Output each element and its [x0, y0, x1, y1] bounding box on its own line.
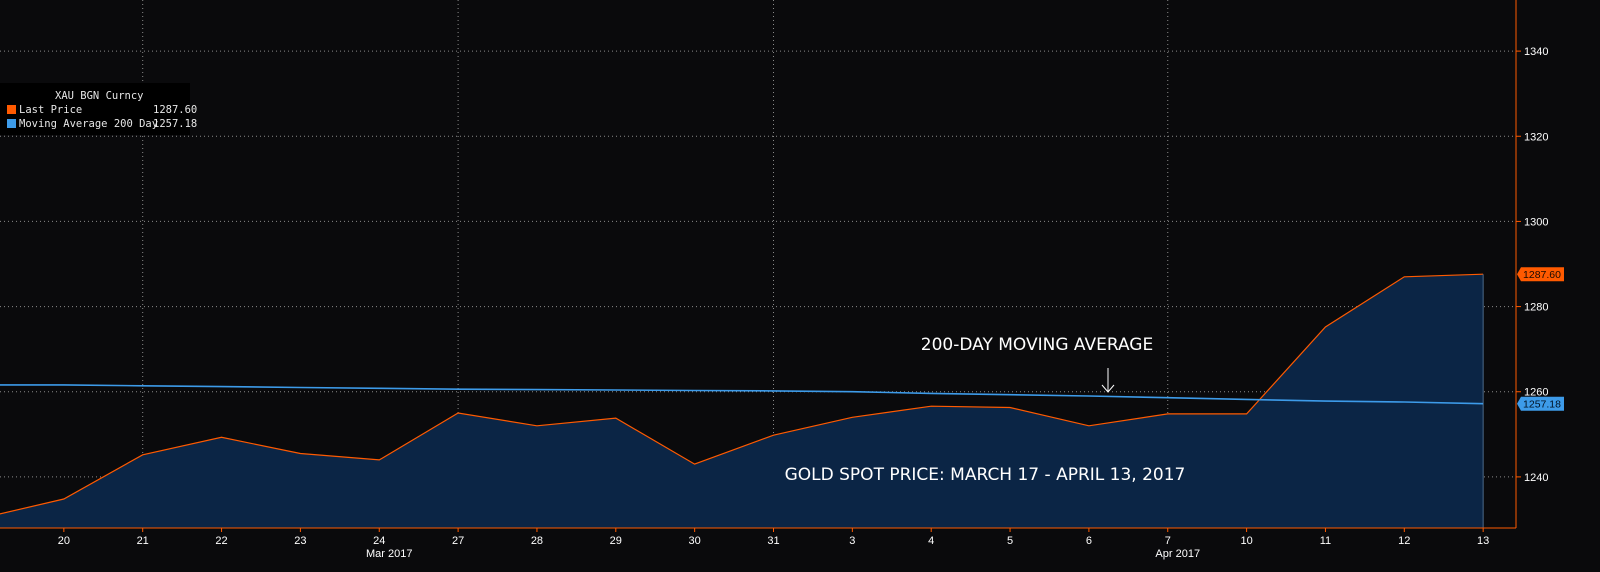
y-tick-label: 1320	[1524, 131, 1548, 143]
x-tick-label: 13	[1477, 535, 1489, 547]
axes	[0, 0, 1517, 529]
moving-average-tag-box	[1517, 396, 1564, 411]
y-axis-ticks: 1240 1260 1280 1300 1320 1340	[1516, 46, 1548, 484]
x-tick-label: 7	[1165, 535, 1171, 547]
annotations: 200-DAY MOVING AVERAGE GOLD SPOT PRICE: M…	[785, 335, 1186, 485]
x-tick-label: 6	[1086, 535, 1092, 547]
legend-swatch-moving-average	[7, 119, 16, 128]
legend-value-last-price: 1287.60	[153, 104, 198, 116]
x-month-label: Apr 2017	[1155, 548, 1200, 560]
x-tick-label: 22	[215, 535, 227, 547]
moving-average-tag-text: 1257.18	[1523, 399, 1561, 411]
x-tick-label: 3	[849, 535, 855, 547]
x-tick-label: 27	[452, 535, 464, 547]
legend-label-moving-average: Moving Average 200 Day	[19, 118, 159, 130]
y-tick-label: 1280	[1524, 302, 1548, 314]
y-tick-label: 1240	[1524, 472, 1548, 484]
x-tick-label: 31	[767, 535, 779, 547]
price-area	[0, 274, 1484, 528]
last-price-tag-text: 1287.60	[1523, 269, 1561, 281]
x-tick-label: 4	[928, 535, 934, 547]
x-tick-label: 5	[1007, 535, 1013, 547]
x-tick-label: 21	[137, 535, 149, 547]
legend-value-moving-average: 1257.18	[153, 118, 198, 130]
x-tick-label: 11	[1320, 535, 1331, 547]
x-tick-label: 24	[373, 535, 385, 547]
last-price-area	[0, 274, 1484, 528]
x-axis-ticks: 20 21 22 23 24 27 28 29 30 31 3 4 5 6 7 10 11 12 13 Mar 201…	[58, 528, 1489, 560]
y-tick-label: 1340	[1524, 46, 1548, 58]
x-tick-label: 10	[1240, 535, 1252, 547]
last-price-tag-box	[1517, 267, 1564, 282]
x-tick-label: 28	[531, 535, 543, 547]
x-month-label: Mar 2017	[366, 548, 412, 560]
legend-label-last-price: Last Price	[19, 104, 83, 116]
x-tick-label: 20	[58, 535, 70, 547]
legend-title: XAU BGN Curncy	[55, 90, 144, 102]
series-lines	[0, 273, 1484, 528]
price-tags: 1287.60 1257.18	[1517, 267, 1564, 411]
y-tick-label: 1260	[1524, 387, 1548, 399]
x-tick-label: 30	[689, 535, 701, 547]
legend-item-last-price: Last Price 1287.60	[7, 103, 197, 117]
x-tick-label: 12	[1398, 535, 1410, 547]
moving-average-annotation: 200-DAY MOVING AVERAGE	[921, 335, 1153, 355]
price-caption-annotation: GOLD SPOT PRICE: MARCH 17 - APRIL 13, 20…	[785, 465, 1186, 485]
legend-item-moving-average: Moving Average 200 Day 1257.18	[7, 117, 197, 131]
legend: XAU BGN Curncy Last Price 1287.60 Moving…	[0, 83, 197, 135]
legend-swatch-last-price	[7, 105, 16, 114]
last-price-line	[0, 273, 1484, 515]
x-tick-label: 29	[610, 535, 622, 547]
moving-average-line	[0, 384, 1484, 405]
annotation-arrow-head	[1101, 384, 1115, 393]
y-tick-label: 1300	[1524, 216, 1548, 228]
x-tick-label: 23	[294, 535, 306, 547]
